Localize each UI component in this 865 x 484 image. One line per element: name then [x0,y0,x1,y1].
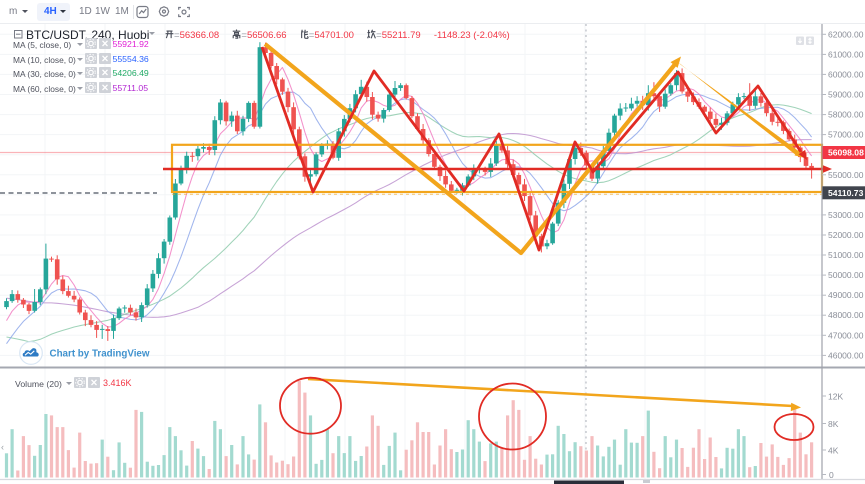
svg-text:8K: 8K [828,419,839,429]
svg-text:58000.00: 58000.00 [828,110,864,120]
svg-text:52000.00: 52000.00 [828,230,864,240]
svg-text:51000.00: 51000.00 [828,250,864,260]
svg-text:4K: 4K [828,446,839,456]
svg-text:49000.00: 49000.00 [828,290,864,300]
svg-text:62000.00: 62000.00 [828,29,864,39]
svg-text:50000.00: 50000.00 [828,270,864,280]
svg-text:46000.00: 46000.00 [828,350,864,360]
svg-text:57000.00: 57000.00 [828,130,864,140]
svg-text:59000.00: 59000.00 [828,89,864,99]
svg-text:61000.00: 61000.00 [828,49,864,59]
svg-text:56098.08: 56098.08 [828,148,864,158]
svg-text:48000.00: 48000.00 [828,310,864,320]
svg-text:55000.00: 55000.00 [828,170,864,180]
svg-text:53000.00: 53000.00 [828,210,864,220]
svg-text:Chart by TradingView: Chart by TradingView [50,349,150,360]
svg-text:60000.00: 60000.00 [828,69,864,79]
svg-text:0: 0 [829,470,834,480]
svg-text:12K: 12K [828,392,843,402]
svg-text:54110.73: 54110.73 [828,188,864,198]
svg-text:47000.00: 47000.00 [828,330,864,340]
